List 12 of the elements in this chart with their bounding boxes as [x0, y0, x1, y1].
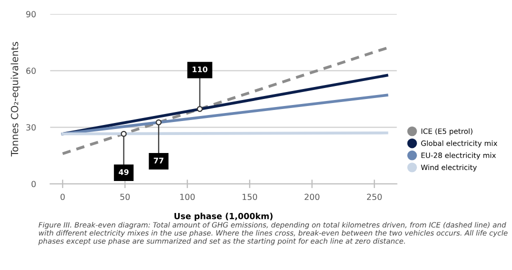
x-axis-title: Use phase (1,000km)	[174, 212, 273, 221]
x-tick-label: 100	[180, 194, 195, 200]
y-axis-title: Tonnes CO₂-equivalents	[10, 42, 20, 156]
y-tick-label: 60	[26, 68, 36, 74]
x-tick-label: 250	[367, 194, 382, 200]
x-tick-label: 200	[304, 194, 320, 200]
y-tick-label: 90	[26, 11, 36, 18]
y-tick-label: 30	[26, 124, 36, 131]
x-tick-label: 50	[120, 194, 130, 200]
x-tick-label: 150	[242, 194, 258, 200]
x-tick-label: 0	[60, 194, 65, 200]
y-tick-label: 0	[32, 180, 36, 188]
